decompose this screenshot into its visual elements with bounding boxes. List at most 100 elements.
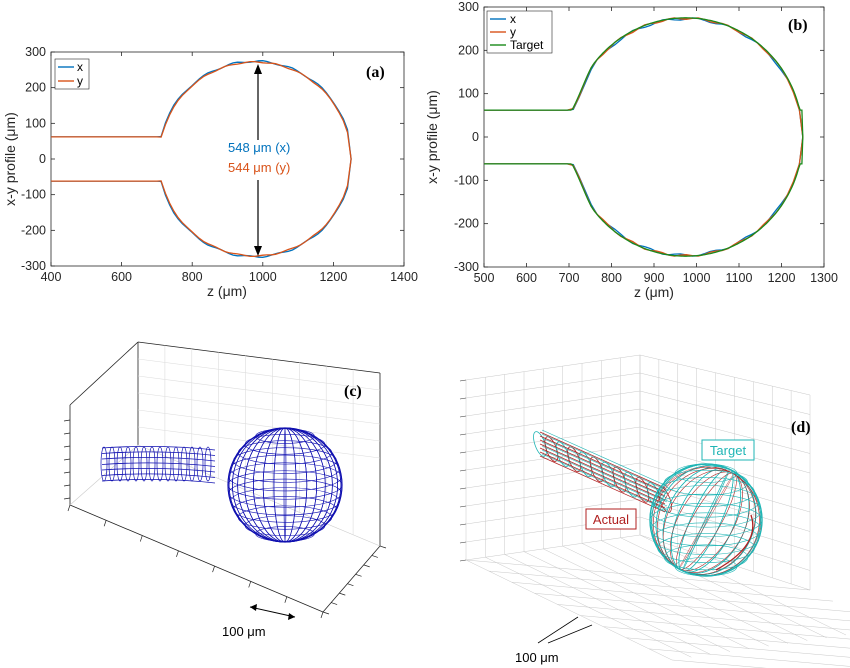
legend-a-x-label: x — [77, 60, 83, 74]
c-tick — [63, 445, 71, 448]
d-grid-line — [488, 570, 833, 602]
c-tick — [363, 564, 370, 568]
d-grid-line — [639, 534, 811, 591]
x-tick-label: 1300 — [810, 271, 838, 285]
panel-c-label: (c) — [344, 383, 362, 400]
c-tick — [103, 520, 107, 527]
d-grid-line — [465, 372, 641, 399]
c-neck-ring — [116, 446, 124, 482]
c-neck-ring — [132, 446, 140, 482]
d-grid-line — [639, 444, 811, 493]
c-neck-ring — [108, 446, 116, 482]
c-meridian — [283, 427, 287, 543]
actual-label: Actual — [593, 512, 629, 527]
legend-b-x-label: x — [510, 12, 516, 26]
x-tick-label: 700 — [559, 271, 580, 285]
legend-b-target-label: Target — [510, 38, 544, 52]
c-box-top-left — [69, 341, 139, 406]
panel-a-curves — [51, 60, 352, 258]
c-neck-line — [101, 446, 216, 451]
d-grid-line — [543, 548, 750, 650]
y-tick-label: -100 — [454, 173, 479, 187]
c-tick — [339, 592, 346, 596]
d-grid-line — [465, 354, 641, 381]
panel-a-ticks: 400 600 800 1000 1200 14003002001000-100-200-… — [21, 45, 418, 284]
y-tick-label: -100 — [21, 188, 46, 202]
d-tick — [459, 541, 467, 544]
c-meridian — [252, 427, 318, 543]
d-grid-line — [465, 408, 641, 435]
c-neck-ring — [140, 446, 148, 482]
c-tick — [371, 555, 378, 558]
x-tick-label: 1400 — [390, 270, 418, 284]
panel-a-xlabel: z (μm) — [207, 283, 247, 299]
panel-b-ticks: 500 600 700 800 900 1000 1100 1200 1300300200100… — [454, 0, 838, 285]
c-tick — [322, 611, 330, 615]
c-tick — [63, 471, 71, 474]
c-tick — [63, 484, 71, 487]
legend-b-y-label: y — [510, 25, 516, 39]
d-target-outline — [649, 463, 763, 577]
d-grid-line — [465, 498, 641, 525]
y-tick-label: -300 — [21, 259, 46, 273]
c-tick — [379, 545, 387, 549]
d-tick — [459, 469, 467, 472]
d-grid-line — [465, 534, 641, 561]
x-tick-label: 600 — [516, 271, 537, 285]
y-tick-label: 100 — [25, 116, 46, 130]
c-neck-ring — [156, 446, 164, 482]
c-tick — [176, 550, 179, 557]
d-tick — [459, 451, 467, 454]
c-box-bottom-right — [322, 545, 381, 613]
c-box-top-back — [137, 341, 381, 374]
d-grid-line — [626, 637, 850, 658]
x-tick-label: 1000 — [249, 270, 277, 284]
y-tick-label: 200 — [25, 81, 46, 95]
c-neck-ring — [204, 446, 212, 482]
c-neck-line — [101, 468, 216, 473]
d-grid-line — [534, 593, 850, 622]
series-y-line — [484, 17, 804, 257]
x-tick-label: 600 — [111, 270, 132, 284]
d-neck-line-actual — [539, 439, 666, 497]
d-grid-line — [639, 408, 811, 454]
c-tick — [248, 581, 252, 588]
c-neck-line — [101, 457, 216, 462]
d-grid-line — [465, 390, 641, 417]
d-grid-line — [581, 543, 789, 644]
target-label: Target — [710, 443, 747, 458]
y-tick-label: 300 — [458, 0, 479, 14]
panel-a-legend — [54, 58, 90, 90]
d-neck-line-actual — [539, 443, 666, 501]
panel-b-curves — [484, 17, 804, 257]
c-grid-line — [137, 375, 381, 408]
d-neck-line-target — [541, 433, 668, 491]
c-neck-line — [101, 479, 216, 484]
c-latitude — [230, 454, 340, 483]
x-tick-label: 1000 — [683, 271, 711, 285]
d-grid-line — [639, 354, 811, 396]
d-grid-line — [562, 545, 769, 647]
c-tick — [63, 419, 71, 422]
d-grid-line — [639, 480, 811, 532]
panel-c-wireframe — [100, 427, 343, 543]
d-neck-line-target — [541, 429, 668, 487]
c-neck-ring — [148, 446, 156, 482]
c-tick — [63, 458, 71, 461]
c-box-bottom-front — [69, 504, 324, 613]
legend-a-y-label: y — [77, 74, 83, 88]
d-grid-line — [465, 559, 811, 591]
c-meridian — [228, 427, 342, 543]
d-neck-line-target — [541, 453, 668, 511]
x-tick-label: 500 — [474, 271, 495, 285]
c-tick — [63, 432, 71, 435]
actual-label-box — [585, 508, 637, 530]
x-tick-label: 800 — [601, 271, 622, 285]
c-latitude — [233, 447, 337, 474]
d-grid-line — [671, 659, 767, 668]
d-neck-line-actual — [539, 451, 666, 509]
c-tick — [347, 583, 354, 587]
c-neck-ring — [172, 446, 180, 482]
c-tick — [212, 566, 215, 573]
y-tick-label: -200 — [454, 217, 479, 231]
